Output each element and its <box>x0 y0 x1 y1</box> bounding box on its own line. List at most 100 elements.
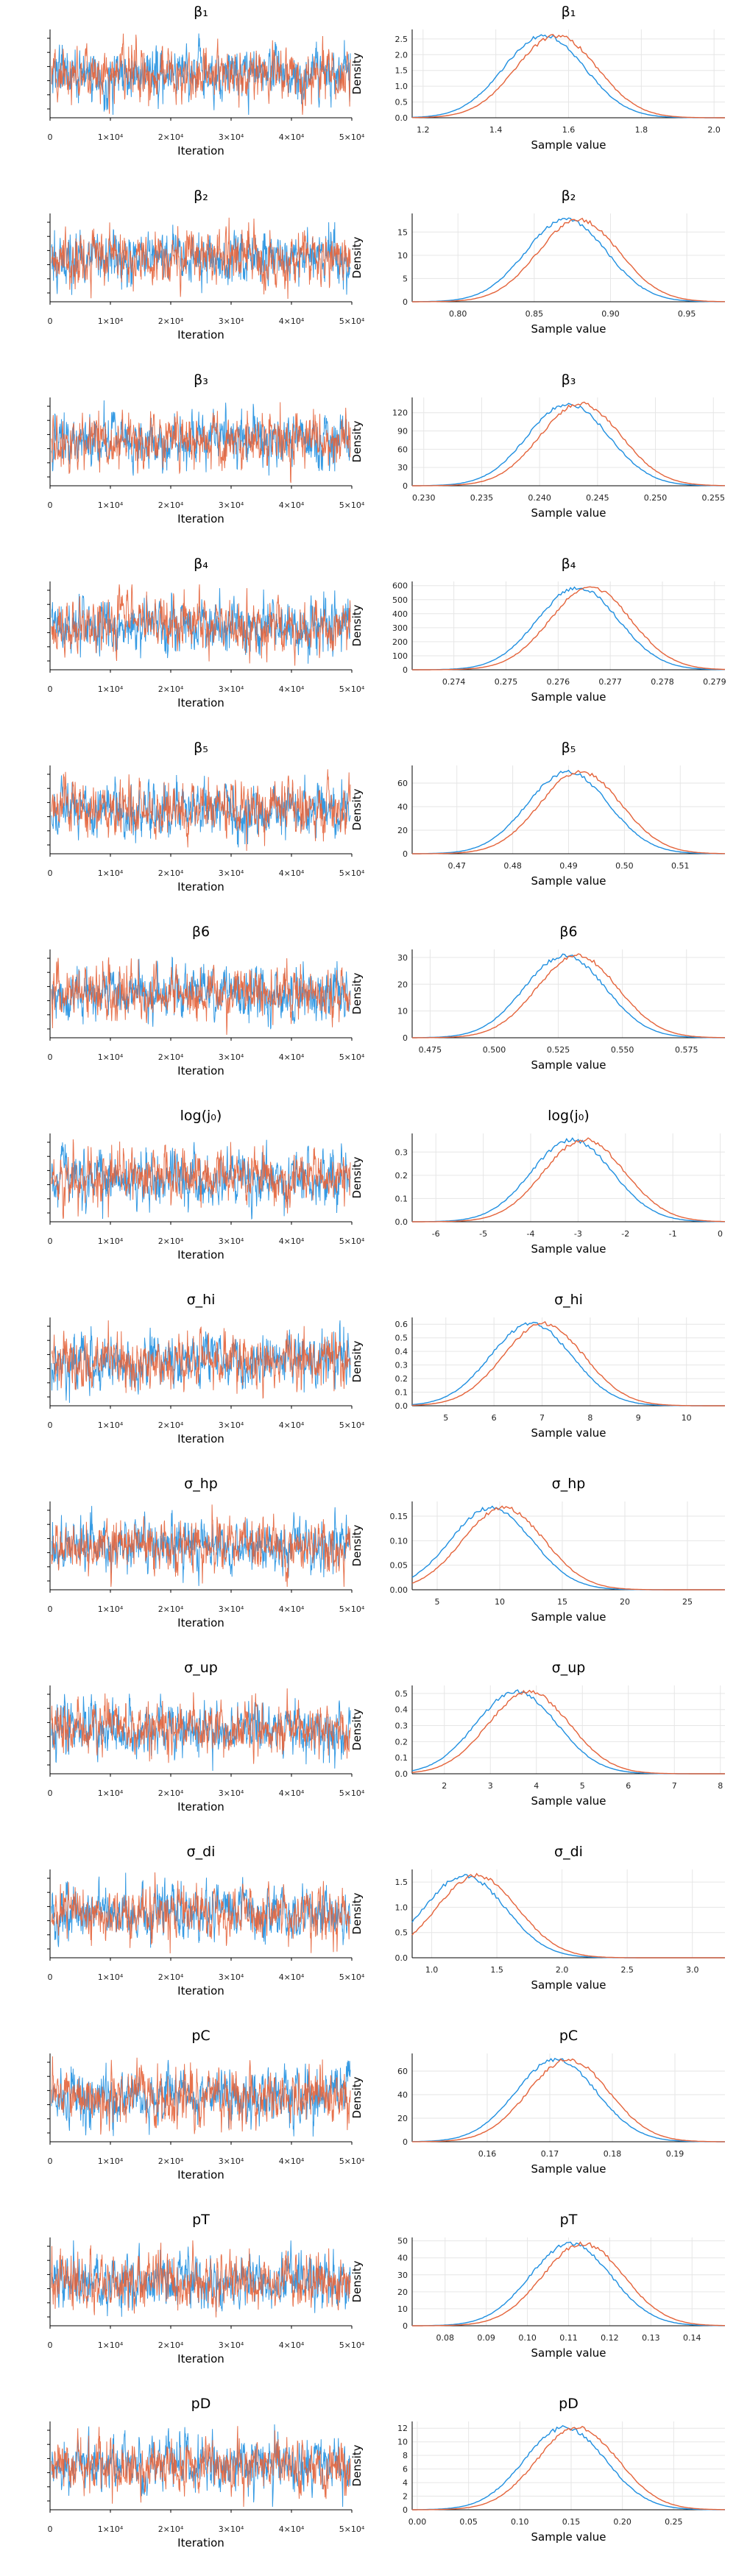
density-x-tick-label: 0.09 <box>477 2333 495 2343</box>
trace-series-2 <box>51 402 351 484</box>
trace-x-tick-label: 4×10⁴ <box>279 1420 305 1430</box>
density-x-tick-label: 0.276 <box>547 677 570 687</box>
panel-row-3: β₄ 0 1×10⁴ 2×10⁴ 3×10⁴ 4×10⁴ 5×10⁴ Iteration β₄ 0… <box>47 556 726 710</box>
trace-x-label: Iteration <box>177 1800 224 1814</box>
density-x-tick-label: 2.0 <box>707 125 721 135</box>
trace-x-tick-label: 2×10⁴ <box>158 1420 184 1430</box>
density-x-tick-label: 0.14 <box>683 2333 701 2343</box>
density-y-label: Density <box>350 1708 364 1750</box>
density-y-tick-label: 20 <box>397 980 408 989</box>
trace-x-tick-label: 4×10⁴ <box>279 132 305 142</box>
density-x-tick-label: 0.19 <box>666 2149 684 2159</box>
trace-x-tick-label: 2×10⁴ <box>158 316 184 326</box>
trace-x-tick-label: 4×10⁴ <box>279 1972 305 1982</box>
trace-x-tick-label: 4×10⁴ <box>279 2340 305 2350</box>
density-y-tick-label: 10 <box>397 2304 408 2314</box>
trace-series-1 <box>51 1139 351 1220</box>
density-x-label: Sample value <box>531 2530 606 2544</box>
trace-x-tick-label: 3×10⁴ <box>219 684 244 694</box>
density-x-tick-label: 10 <box>682 1413 692 1423</box>
trace-x-tick-label: 1×10⁴ <box>98 500 124 510</box>
density-y-tick-label: 0.00 <box>390 1585 408 1595</box>
density-x-label: Sample value <box>531 506 606 520</box>
density-series-2 <box>412 217 725 302</box>
density-series-1 <box>411 1874 725 1958</box>
trace-x-tick-label: 1×10⁴ <box>98 1972 124 1982</box>
density-x-label: Sample value <box>531 2162 606 2176</box>
density-y-tick-label: 0 <box>403 297 408 307</box>
density-series-2 <box>412 2241 725 2326</box>
trace-title: σ_hi <box>187 1292 216 1308</box>
density-x-tick-label: 0.08 <box>436 2333 454 2343</box>
trace-x-tick-label: 1×10⁴ <box>98 684 124 694</box>
density-x-tick-label: 0.16 <box>478 2149 497 2159</box>
density-y-label: Density <box>350 972 364 1014</box>
trace-x-tick-label: 5×10⁴ <box>339 1788 365 1798</box>
density-y-tick-label: 2.5 <box>395 35 408 44</box>
trace-title: β₃ <box>194 372 208 388</box>
trace-x-tick-label: 1×10⁴ <box>98 132 124 142</box>
density-x-tick-label: 1.8 <box>635 125 648 135</box>
density-y-tick-label: 60 <box>397 2067 408 2076</box>
trace-series-2 <box>51 584 351 666</box>
trace-x-tick-label: 0 <box>48 684 53 694</box>
panel-row-5: β6 0 1×10⁴ 2×10⁴ 3×10⁴ 4×10⁴ 5×10⁴ Iteration β6 0… <box>47 924 726 1078</box>
trace-title: β₄ <box>194 556 208 572</box>
density-x-tick-label: -5 <box>479 1229 487 1239</box>
panel-row-12: pT 0 1×10⁴ 2×10⁴ 3×10⁴ 4×10⁴ 5×10⁴ Iteration pT 0… <box>47 2212 725 2366</box>
density-x-tick-label: 0.47 <box>447 861 466 871</box>
density-y-tick-label: 600 <box>392 581 408 591</box>
density-x-tick-label: 0.15 <box>562 2517 581 2527</box>
density-title: β₃ <box>562 372 576 388</box>
density-title: pT <box>560 2212 578 2228</box>
density-y-tick-label: 0.10 <box>390 1536 408 1546</box>
trace-series-2 <box>51 1688 351 1764</box>
density-x-tick-label: 0.230 <box>412 493 436 503</box>
trace-x-tick-label: 0 <box>48 1420 53 1430</box>
trace-title: pC <box>191 2028 210 2044</box>
trace-x-tick-label: 4×10⁴ <box>279 2524 305 2534</box>
density-x-tick-label: 0.550 <box>611 1045 634 1055</box>
trace-x-tick-label: 4×10⁴ <box>279 684 305 694</box>
density-series-1 <box>412 2424 726 2510</box>
density-x-label: Sample value <box>531 1794 606 1808</box>
trace-x-label: Iteration <box>177 512 224 526</box>
density-y-tick-label: 300 <box>392 623 408 633</box>
density-title: log(j₀) <box>548 1108 590 1124</box>
density-series-2 <box>411 1320 725 1406</box>
trace-x-tick-label: 2×10⁴ <box>158 684 184 694</box>
trace-x-label: Iteration <box>177 328 224 342</box>
density-x-tick-label: 20 <box>620 1597 630 1607</box>
density-x-label: Sample value <box>531 2346 606 2360</box>
trace-x-tick-label: 5×10⁴ <box>339 316 365 326</box>
density-x-tick-label: 5 <box>443 1413 448 1423</box>
density-x-tick-label: 7 <box>539 1413 545 1423</box>
trace-x-label: Iteration <box>177 696 224 710</box>
trace-x-tick-label: 5×10⁴ <box>339 1236 365 1246</box>
panel-row-6: log(j₀) 0 1×10⁴ 2×10⁴ 3×10⁴ 4×10⁴ 5×10⁴ Iterati… <box>47 1108 725 1262</box>
density-y-tick-label: 2.0 <box>395 50 408 60</box>
trace-x-tick-label: 2×10⁴ <box>158 2340 184 2350</box>
density-y-tick-label: 500 <box>392 595 408 605</box>
trace-series-2 <box>51 1320 351 1399</box>
density-series-2 <box>412 34 725 118</box>
trace-x-label: Iteration <box>177 2168 224 2182</box>
density-y-label: Density <box>350 2076 364 2118</box>
trace-x-tick-label: 3×10⁴ <box>219 1972 244 1982</box>
trace-title: β₂ <box>194 188 208 204</box>
density-x-tick-label: 0.275 <box>495 677 518 687</box>
panel-row-2: β₃ 0 1×10⁴ 2×10⁴ 3×10⁴ 4×10⁴ 5×10⁴ Iteration β₃ 0… <box>47 372 725 526</box>
density-y-tick-label: 0.0 <box>395 113 408 123</box>
trace-x-tick-label: 5×10⁴ <box>339 2524 365 2534</box>
density-series-1 <box>412 953 726 1038</box>
trace-series-1 <box>51 588 351 664</box>
density-y-tick-label: 0.15 <box>390 1512 408 1521</box>
density-series-2 <box>411 1872 725 1958</box>
density-x-tick-label: 0.575 <box>675 1045 698 1055</box>
trace-x-tick-label: 3×10⁴ <box>219 316 244 326</box>
trace-x-tick-label: 2×10⁴ <box>158 1052 184 1062</box>
trace-title: β₅ <box>194 740 208 756</box>
density-y-tick-label: 200 <box>392 637 408 647</box>
density-x-tick-label: 3 <box>488 1781 493 1791</box>
